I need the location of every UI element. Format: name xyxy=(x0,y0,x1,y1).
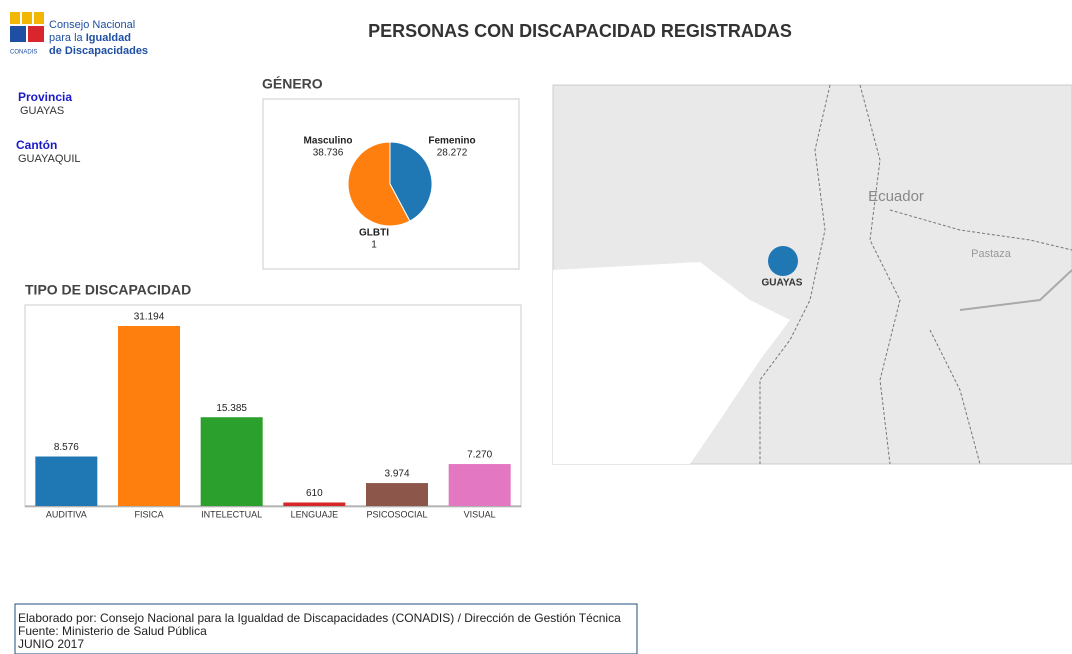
bar xyxy=(448,464,511,506)
logo-text: de Discapacidades xyxy=(49,45,148,57)
x-tick-label: VISUAL xyxy=(464,509,496,519)
logo-icon xyxy=(22,12,32,24)
slice-label: Femenino xyxy=(428,136,475,147)
bar-value-label: 7.270 xyxy=(467,450,492,461)
bar-value-label: 31.194 xyxy=(134,312,165,323)
logo-icon xyxy=(10,26,26,42)
map-sea xyxy=(553,262,790,464)
map-label: Pastaza xyxy=(971,248,1012,260)
map-marker-label: GUAYAS xyxy=(762,278,803,289)
bar-value-label: 3.974 xyxy=(384,469,409,480)
logo-icon xyxy=(34,12,44,24)
logo-acronym: CONADIS xyxy=(10,50,37,56)
filter-label: Provincia xyxy=(18,90,72,104)
map-border xyxy=(929,329,981,465)
bar xyxy=(283,502,346,506)
bar xyxy=(200,417,263,506)
x-tick-label: INTELECTUAL xyxy=(201,509,262,519)
x-tick-label: FISICA xyxy=(134,509,163,519)
bar-value-label: 15.385 xyxy=(216,403,247,414)
x-tick-label: LENGUAJE xyxy=(291,509,339,519)
map-border xyxy=(889,209,1072,251)
pie-slice xyxy=(389,141,433,222)
chart-title: GÉNERO xyxy=(262,76,323,92)
pie-slice xyxy=(347,141,411,227)
footer-text: Fuente: Ministerio de Salud Pública xyxy=(18,624,207,638)
map-border xyxy=(859,84,901,465)
bar-value-label: 8.576 xyxy=(54,442,79,453)
map: Ecuador Pastaza GUAYAS xyxy=(552,84,1072,465)
map-label: Ecuador xyxy=(868,188,924,205)
logo-text: Igualdad xyxy=(86,32,131,44)
x-tick-label: AUDITIVA xyxy=(46,509,87,519)
page-title: PERSONAS CON DISCAPACIDAD REGISTRADAS xyxy=(368,21,792,41)
logo-icon xyxy=(10,12,20,24)
footer-text: Elaborado por: Consejo Nacional para la … xyxy=(18,611,621,625)
slice-value: 28.272 xyxy=(437,148,468,159)
chart-title: TIPO DE DISCAPACIDAD xyxy=(25,282,191,298)
logo-text: Consejo Nacional xyxy=(49,19,135,31)
logo-text: para la Igualdad xyxy=(49,32,131,44)
bar xyxy=(118,326,180,506)
filter-value[interactable]: GUAYAQUIL xyxy=(18,153,81,165)
slice-value: 38.736 xyxy=(313,148,344,159)
filter-label: Cantón xyxy=(16,138,57,152)
footer-frame xyxy=(14,603,638,654)
chart-frame xyxy=(24,304,522,508)
slice-label: Masculino xyxy=(304,136,353,147)
footer-text: JUNIO 2017 xyxy=(18,637,84,651)
x-tick-label: PSICOSOCIAL xyxy=(366,509,427,519)
logo-text: para la xyxy=(49,32,84,44)
chart-frame xyxy=(262,98,520,270)
logo: Consejo Nacional para la Igualdad de Dis… xyxy=(10,12,148,57)
map-marker[interactable] xyxy=(768,246,798,276)
slice-label: GLBTI xyxy=(359,228,389,239)
bar-value-label: 610 xyxy=(306,488,323,499)
map-road xyxy=(959,269,1072,311)
bar xyxy=(366,483,428,506)
bar xyxy=(35,456,98,506)
map-border xyxy=(759,84,831,464)
logo-icon xyxy=(28,26,44,42)
filter-value[interactable]: GUAYAS xyxy=(20,105,64,117)
slice-value: 1 xyxy=(371,240,377,251)
